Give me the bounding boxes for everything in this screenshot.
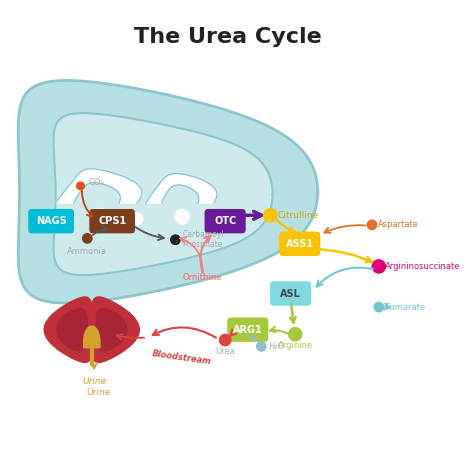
Circle shape (372, 260, 385, 273)
Polygon shape (44, 297, 93, 362)
Text: Bloodstream: Bloodstream (152, 349, 212, 366)
Polygon shape (96, 309, 127, 351)
Circle shape (374, 302, 383, 312)
Text: Fumarate: Fumarate (385, 302, 425, 311)
Text: Arginine: Arginine (278, 341, 313, 350)
FancyBboxPatch shape (227, 318, 268, 342)
Text: The Urea Cycle: The Urea Cycle (134, 27, 321, 47)
Circle shape (171, 235, 180, 245)
Text: Aspartate: Aspartate (378, 220, 419, 229)
Text: Carbamoyl
Phosphate: Carbamoyl Phosphate (182, 230, 224, 249)
Text: CO₂: CO₂ (89, 178, 104, 187)
Circle shape (77, 182, 84, 190)
Circle shape (131, 213, 143, 225)
FancyBboxPatch shape (205, 209, 246, 233)
Text: Ornithine: Ornithine (183, 273, 222, 282)
FancyBboxPatch shape (89, 209, 135, 233)
FancyBboxPatch shape (279, 232, 320, 256)
Polygon shape (54, 113, 273, 275)
Text: ASS1: ASS1 (286, 239, 314, 249)
Circle shape (264, 209, 277, 222)
Circle shape (82, 234, 92, 243)
FancyBboxPatch shape (28, 209, 74, 233)
Text: Ammonia: Ammonia (67, 246, 107, 255)
Text: NAGS: NAGS (36, 216, 66, 226)
Text: Urea: Urea (215, 347, 235, 356)
Polygon shape (146, 173, 217, 203)
Text: ASL: ASL (280, 289, 301, 299)
Text: Argininosuccinate: Argininosuccinate (385, 262, 461, 271)
Text: Citrulline: Citrulline (278, 211, 319, 220)
FancyBboxPatch shape (270, 281, 311, 306)
Text: Urine: Urine (82, 377, 106, 386)
Circle shape (219, 335, 231, 346)
Circle shape (256, 342, 266, 351)
Polygon shape (57, 309, 87, 351)
Circle shape (93, 209, 109, 225)
Text: H₂O: H₂O (268, 342, 284, 351)
Circle shape (367, 220, 377, 229)
Text: ARG1: ARG1 (233, 325, 263, 335)
Polygon shape (55, 169, 142, 203)
Circle shape (289, 328, 302, 341)
Text: OTC: OTC (214, 216, 236, 226)
Text: CPS1: CPS1 (98, 216, 126, 226)
Polygon shape (18, 81, 318, 303)
Polygon shape (90, 297, 139, 362)
Text: Ornithine: Ornithine (183, 273, 222, 282)
Text: Urine: Urine (86, 389, 111, 397)
Circle shape (175, 210, 190, 224)
Polygon shape (83, 326, 100, 348)
